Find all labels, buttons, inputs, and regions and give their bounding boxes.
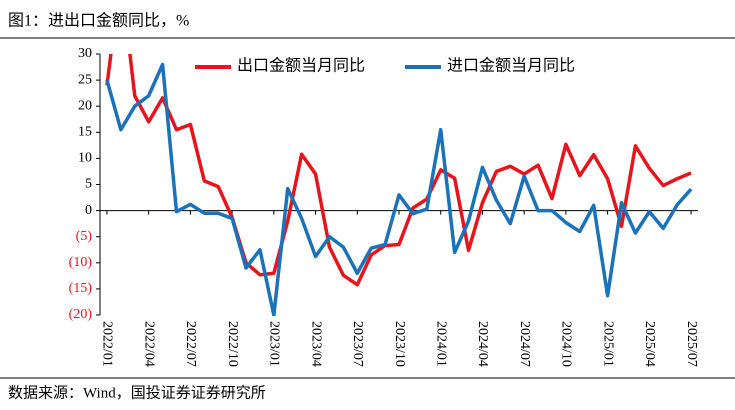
data-line [105, 54, 692, 287]
x-tick-label: 2024/04 [475, 321, 490, 367]
y-tick-label: 25 [78, 72, 92, 87]
plot-area [105, 54, 693, 316]
legend-label: 出口金额当月同比 [237, 57, 365, 75]
source-note: 数据来源：Wind，国投证券证券研究所 [8, 384, 266, 401]
y-tick-label: (5) [76, 229, 93, 244]
x-tick-label: 2024/10 [559, 321, 574, 367]
y-tick-label: (10) [69, 255, 93, 270]
x-tick-label: 2022/04 [141, 321, 156, 367]
x-tick-label: 2025/04 [642, 321, 657, 367]
y-tick-label: 0 [85, 203, 92, 218]
x-tick-label: 2023/04 [308, 321, 323, 367]
chart-title: 图1：进出口金额同比，% [8, 12, 189, 30]
x-tick-label: 2025/01 [600, 321, 615, 367]
x-tick-label: 2022/01 [100, 321, 115, 367]
y-tick-label: 10 [78, 151, 92, 166]
y-tick-label: 15 [78, 125, 92, 140]
x-tick-label: 2025/07 [684, 321, 699, 367]
x-tick-label: 2022/10 [225, 321, 240, 367]
y-tick-label: (20) [69, 307, 93, 322]
x-tick-label: 2024/07 [517, 321, 532, 367]
x-tick-label: 2022/07 [183, 321, 198, 367]
y-tick-label: (15) [69, 281, 93, 296]
data-line [105, 62, 693, 316]
y-tick-label: 5 [85, 177, 92, 192]
x-tick-label: 2023/07 [350, 321, 365, 367]
y-tick-label: 20 [78, 98, 92, 113]
legend-label: 进口金额当月同比 [447, 57, 575, 75]
y-tick-label: 30 [78, 46, 92, 61]
x-tick-label: 2024/01 [434, 321, 449, 367]
x-tick-label: 2023/10 [392, 321, 407, 367]
x-tick-label: 2023/01 [267, 321, 282, 367]
